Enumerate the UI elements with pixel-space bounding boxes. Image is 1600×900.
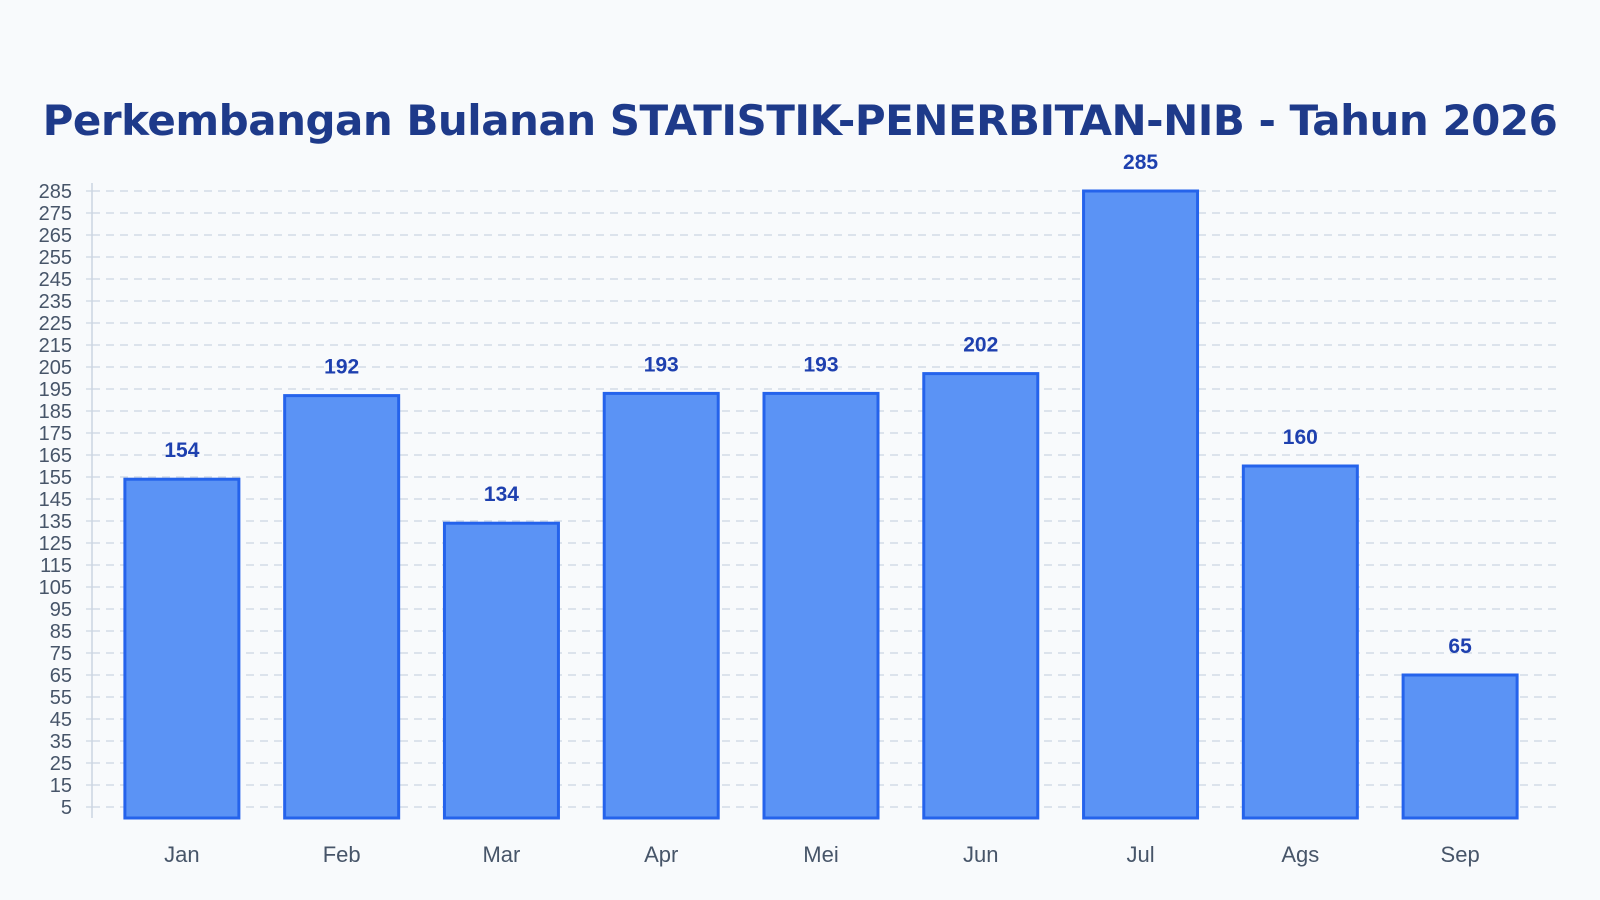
bar-jun: [922, 372, 1040, 820]
x-tick-label: Sep: [1441, 842, 1480, 867]
value-label: 160: [1283, 426, 1318, 449]
x-tick-label: Ags: [1281, 842, 1319, 867]
x-tick-label: Mei: [803, 842, 838, 867]
y-tick-label: 45: [50, 709, 72, 731]
y-tick-label: 125: [39, 533, 72, 555]
bar-sep: [1401, 673, 1519, 820]
value-label: 154: [164, 439, 199, 462]
y-tick-label: 215: [39, 335, 72, 357]
y-tick-label: 175: [39, 423, 72, 445]
y-tick-label: 165: [39, 445, 72, 467]
y-tick-label: 205: [39, 357, 72, 379]
value-label: 192: [324, 356, 359, 379]
bar-ags: [1241, 464, 1359, 820]
value-label: 193: [644, 353, 679, 376]
y-tick-label: 265: [39, 225, 72, 247]
bar-apr: [602, 391, 720, 820]
y-tick-label: 95: [50, 599, 72, 621]
bar-jan: [123, 477, 241, 820]
y-tick-label: 245: [39, 269, 72, 291]
y-tick-label: 195: [39, 379, 72, 401]
x-axis-labels: Jan Feb Mar Apr Mei Jun Jul Ags Sep: [164, 842, 1480, 867]
bars: [123, 189, 1519, 820]
value-label: 134: [484, 483, 519, 506]
x-tick-label: Feb: [323, 842, 361, 867]
y-tick-label: 225: [39, 313, 72, 335]
y-tick-label: 15: [50, 775, 72, 797]
y-tick-label: 65: [50, 665, 72, 687]
y-tick-label: 5: [61, 797, 72, 819]
y-tick-label: 85: [50, 621, 72, 643]
y-axis: 5152535455565758595105115125135145155165…: [39, 181, 93, 819]
y-tick-label: 145: [39, 489, 72, 511]
bar-mar: [442, 521, 560, 820]
value-label: 193: [803, 353, 838, 376]
y-tick-label: 275: [39, 203, 72, 225]
chart-title: Perkembangan Bulanan STATISTIK-PENERBITA…: [42, 96, 1558, 145]
bar-feb: [283, 394, 401, 820]
value-label: 202: [963, 334, 998, 357]
value-label: 285: [1123, 151, 1158, 174]
x-tick-label: Mar: [482, 842, 520, 867]
y-tick-label: 35: [50, 731, 72, 753]
y-tick-label: 25: [50, 753, 72, 775]
y-tick-label: 255: [39, 247, 72, 269]
y-tick-label: 155: [39, 467, 72, 489]
y-tick-label: 105: [39, 577, 72, 599]
y-tick-label: 135: [39, 511, 72, 533]
y-tick-label: 55: [50, 687, 72, 709]
y-tick-label: 75: [50, 643, 72, 665]
value-label: 65: [1448, 635, 1472, 658]
x-tick-label: Jan: [164, 842, 199, 867]
bar-mei: [762, 391, 880, 820]
y-tick-label: 235: [39, 291, 72, 313]
y-tick-label: 115: [40, 555, 72, 577]
y-tick-label: 285: [39, 181, 72, 203]
x-tick-label: Jun: [963, 842, 998, 867]
x-tick-label: Jul: [1126, 842, 1154, 867]
x-tick-label: Apr: [644, 842, 678, 867]
bar-jul: [1082, 189, 1200, 820]
value-labels: 154 192 134 193 193 202 285 160 65: [164, 151, 1472, 658]
y-tick-label: 185: [39, 401, 72, 423]
